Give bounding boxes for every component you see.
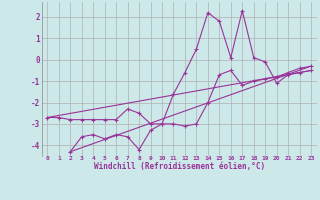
X-axis label: Windchill (Refroidissement éolien,°C): Windchill (Refroidissement éolien,°C) bbox=[94, 162, 265, 171]
